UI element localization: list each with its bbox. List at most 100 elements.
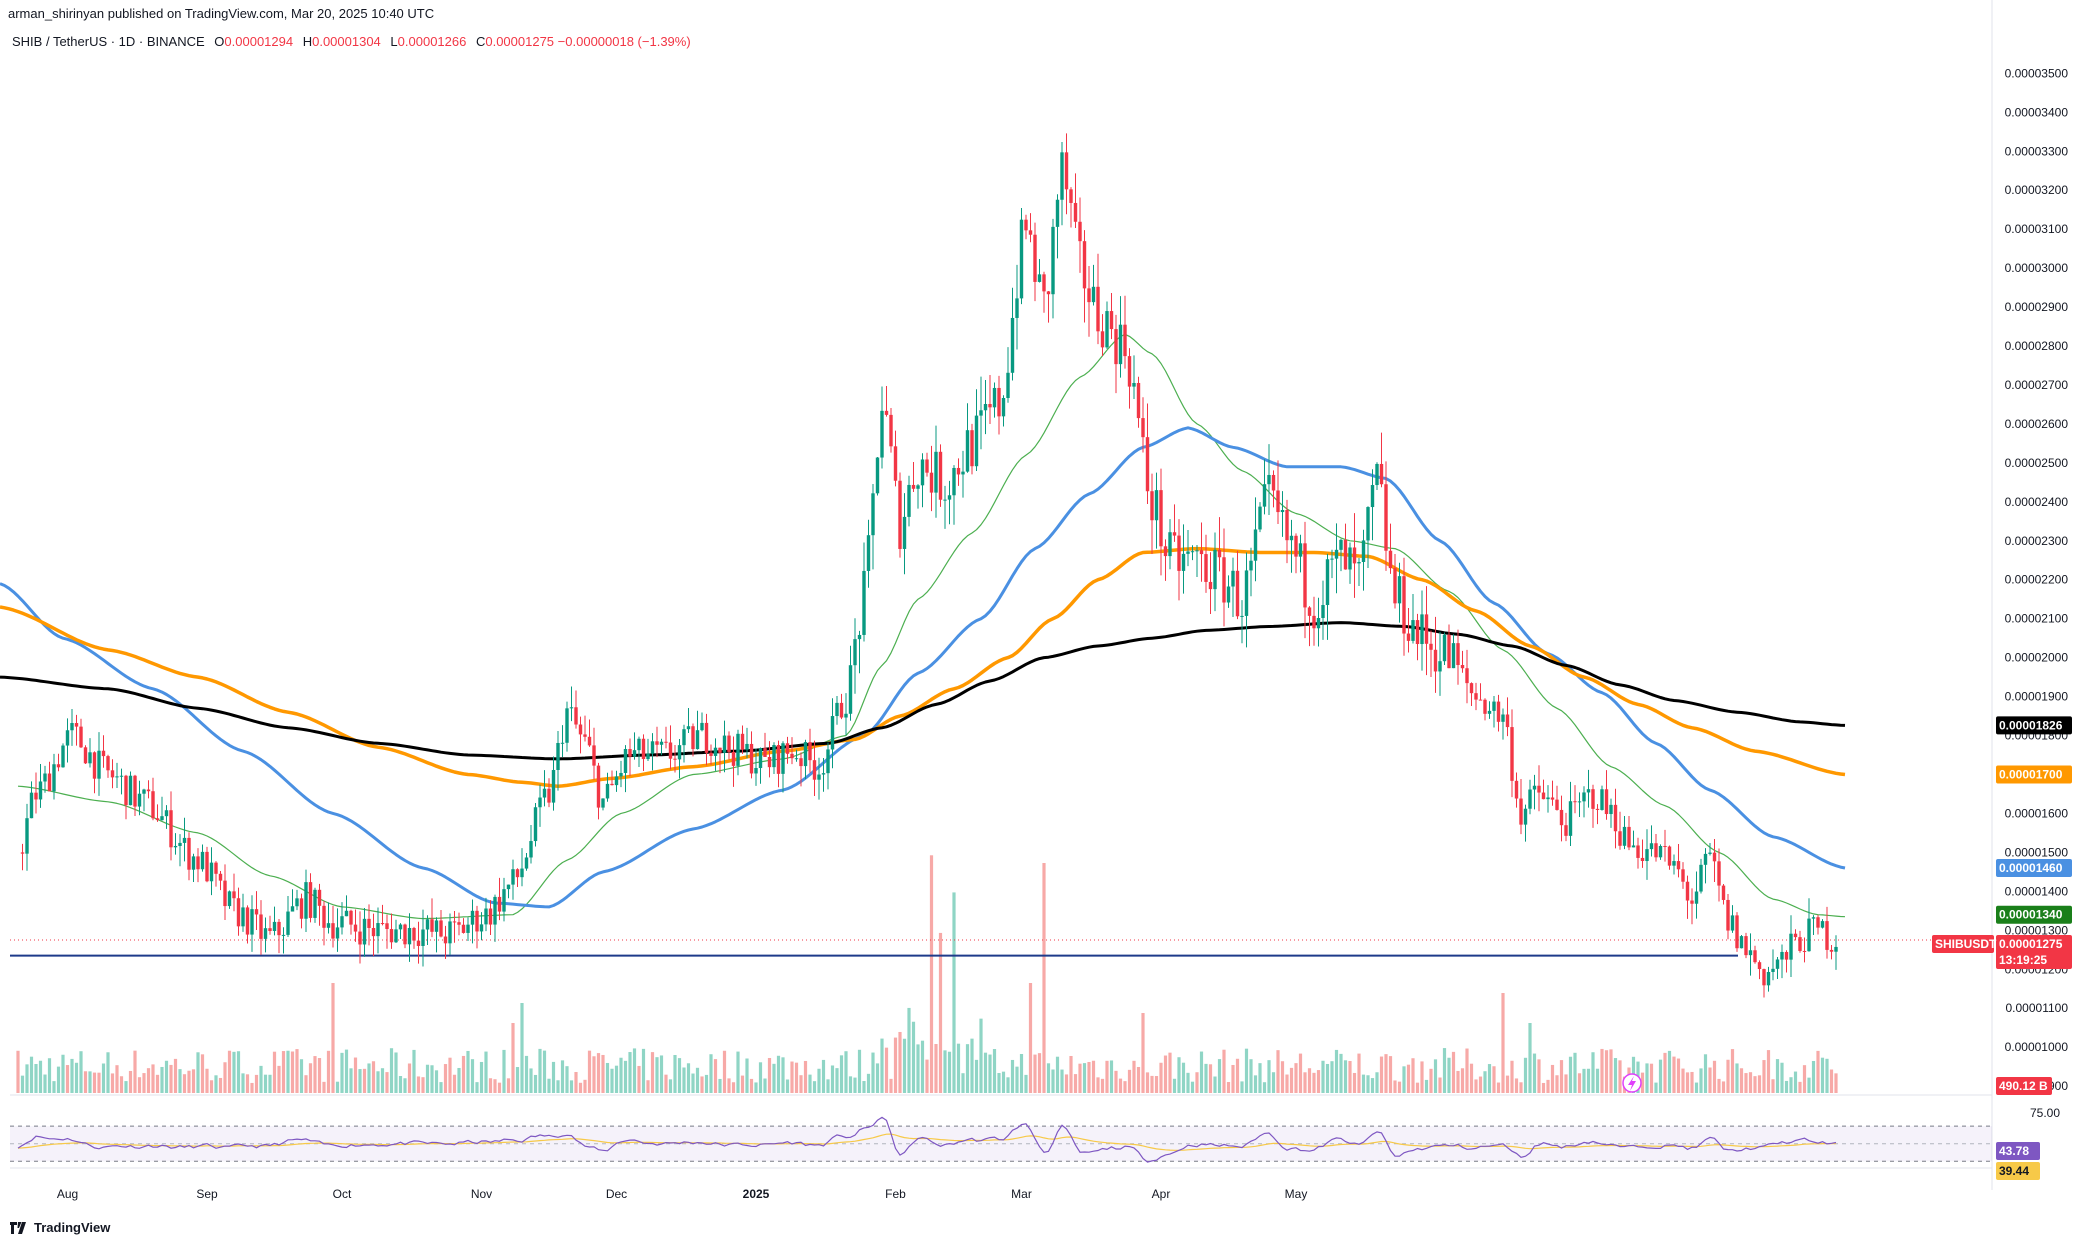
candle-body xyxy=(47,773,52,792)
volume-bar xyxy=(65,1065,70,1093)
candle-body xyxy=(502,889,506,912)
volume-bar xyxy=(362,1068,367,1093)
volume-bar xyxy=(20,1075,25,1093)
candle-body xyxy=(263,928,268,939)
volume-bar xyxy=(101,1063,106,1093)
candle-body xyxy=(1654,843,1658,858)
volume-bar xyxy=(812,1081,817,1093)
volume-bar xyxy=(1609,1049,1613,1093)
volume-bar xyxy=(1739,1068,1744,1093)
candle-body xyxy=(1348,547,1352,570)
candle-body xyxy=(272,921,277,931)
volume-bar xyxy=(934,1043,938,1093)
volume-bar xyxy=(578,1082,583,1093)
volume-bar xyxy=(1789,1077,1793,1093)
volume-bar xyxy=(794,1062,799,1093)
volume-bar xyxy=(583,1079,587,1093)
volume-bar xyxy=(1091,1060,1096,1093)
candle-body xyxy=(1316,617,1321,629)
candle-body xyxy=(475,910,479,932)
candle-body xyxy=(1280,509,1285,513)
tradingview-branding[interactable]: TradingView xyxy=(10,1220,110,1235)
candle-body xyxy=(295,898,299,907)
volume-bar xyxy=(1681,1068,1685,1093)
candle-body xyxy=(1136,382,1141,419)
candle-body xyxy=(1735,915,1739,949)
volume-bar xyxy=(1802,1065,1807,1093)
candle-body xyxy=(286,911,290,935)
candle-body xyxy=(1321,605,1325,618)
candle-body xyxy=(236,898,241,927)
candle-body xyxy=(493,896,497,925)
volume-bar xyxy=(1042,863,1046,1093)
volume-bar xyxy=(1037,1053,1042,1093)
volume-bar xyxy=(475,1082,479,1093)
candle-body xyxy=(790,753,794,759)
volume-bar xyxy=(1519,1082,1523,1093)
volume-bar xyxy=(1654,1082,1658,1093)
candle-body xyxy=(1582,792,1586,802)
price-tag-ma200: 0.00001826 xyxy=(1996,716,2072,735)
volume-bar xyxy=(1195,1072,1199,1093)
volume-bar xyxy=(326,1050,331,1093)
candle-body xyxy=(983,404,988,411)
candle-body xyxy=(1694,891,1699,904)
volume-bar xyxy=(209,1080,214,1093)
candle-body xyxy=(857,634,862,640)
volume-bar xyxy=(1825,1058,1829,1093)
candle-body xyxy=(1627,826,1631,848)
y-tick-label: 0.00002900 xyxy=(2005,300,2069,314)
candle-body xyxy=(1330,558,1334,560)
volume-bar xyxy=(943,1050,947,1093)
volume-bar xyxy=(1816,1050,1820,1093)
candle-body xyxy=(1447,634,1451,669)
volume-bar xyxy=(1514,1078,1519,1093)
volume-bar xyxy=(304,1075,308,1093)
candle-body xyxy=(826,749,830,774)
y-tick-label: 0.00003400 xyxy=(2005,105,2069,119)
candle-body xyxy=(1366,507,1370,541)
candle-body xyxy=(893,446,898,481)
volume-bar xyxy=(1703,1054,1708,1093)
candle-body xyxy=(1586,789,1591,793)
volume-bar xyxy=(245,1074,250,1093)
volume-bar xyxy=(272,1051,277,1093)
volume-bar xyxy=(488,1078,493,1093)
lightning-icon xyxy=(1622,1073,1642,1093)
candle-body xyxy=(335,927,340,939)
candle-body xyxy=(25,818,29,854)
volume-bar xyxy=(898,1031,902,1093)
candle-body xyxy=(1465,668,1469,684)
volume-bar xyxy=(1483,1071,1487,1093)
volume-bar xyxy=(241,1073,245,1093)
volume-bar xyxy=(664,1074,668,1093)
volume-bar xyxy=(277,1065,281,1093)
volume-bar xyxy=(124,1081,128,1093)
volume-bar xyxy=(263,1074,268,1093)
volume-bar xyxy=(1591,1052,1595,1093)
y-tick-label: 0.00001600 xyxy=(2005,806,2069,820)
volume-bar xyxy=(1123,1081,1127,1093)
volume-bar xyxy=(1451,1051,1456,1093)
volume-bar xyxy=(218,1077,223,1093)
candle-body xyxy=(1604,789,1609,815)
symbol-name[interactable]: SHIB / TetherUS · 1D · BINANCE xyxy=(12,34,205,49)
candle-body xyxy=(623,748,628,773)
y-tick-label: 0.00001000 xyxy=(2005,1040,2069,1054)
volume-bar xyxy=(614,1065,619,1093)
volume-bar xyxy=(1550,1064,1555,1093)
candle-body xyxy=(560,742,565,744)
candle-body xyxy=(889,414,893,447)
candle-body xyxy=(448,921,452,944)
volume-bar xyxy=(367,1063,371,1093)
candle-body xyxy=(1262,484,1267,507)
volume-bar xyxy=(727,1078,731,1093)
candle-body xyxy=(511,869,515,885)
candle-body xyxy=(952,467,956,496)
volume-bar xyxy=(430,1065,434,1093)
candle-body xyxy=(1208,581,1213,590)
candle-body xyxy=(920,459,925,486)
volume-bar xyxy=(250,1082,254,1093)
candle-body xyxy=(547,788,551,803)
